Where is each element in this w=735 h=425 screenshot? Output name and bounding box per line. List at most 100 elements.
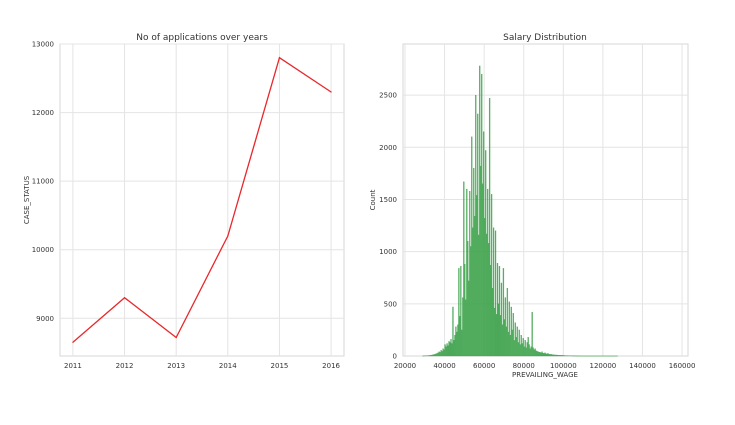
c1-ylabel: CASE_STATUS: [23, 175, 31, 224]
c2-bar-34: [456, 332, 457, 356]
c2-bar-35: [457, 325, 458, 356]
c2-bar-85: [507, 288, 508, 356]
c2-bar-16: [439, 352, 440, 356]
c2-bar-42: [464, 264, 465, 356]
c2-x-tick-40000: 40000: [433, 362, 455, 370]
c2-bar-17: [440, 352, 441, 356]
c2-bar-142: [563, 355, 564, 356]
c2-bar-120: [542, 352, 543, 356]
c2-bar-62: [484, 218, 485, 356]
c2-bar-30: [452, 307, 453, 356]
c2-bar-75: [497, 263, 498, 356]
c2-bar-76: [498, 304, 499, 356]
c2-x-tick-120000: 120000: [590, 362, 617, 370]
c2-bar-116: [538, 352, 539, 356]
c2-y-tick-500: 500: [384, 300, 397, 308]
c2-bar-129: [550, 354, 551, 356]
c2-bar-44: [466, 189, 467, 356]
c2-bar-39: [461, 330, 462, 356]
c2-xlabel: PREVAILING_WAGE: [512, 371, 578, 379]
c2-bar-130: [551, 355, 552, 356]
c2-bar-108: [530, 349, 531, 356]
c2-bar-60: [482, 184, 483, 356]
c1-x-tick-2013: 2013: [167, 362, 185, 370]
c2-bar-104: [526, 348, 527, 356]
c2-bar-92: [514, 340, 515, 356]
c2-bar-38: [460, 266, 461, 356]
c2-bar-36: [458, 268, 459, 356]
c2-bar-18: [441, 350, 442, 356]
c2-bar-84: [506, 327, 507, 356]
c2-bar-6: [429, 355, 430, 356]
c1-point-2015: [279, 57, 280, 58]
c2-y-tick-1500: 1500: [379, 196, 397, 204]
c2-bar-26: [449, 341, 450, 356]
c2-bar-49: [471, 137, 472, 356]
c2-bar-78: [500, 315, 501, 356]
c2-bar-140: [561, 355, 562, 356]
c2-bar-95: [517, 327, 518, 356]
c2-bar-77: [499, 266, 500, 356]
c2-bar-68: [490, 265, 491, 356]
c2-bar-56: [478, 235, 479, 356]
c2-bar-9: [432, 355, 433, 356]
c1-x-tick-2015: 2015: [271, 362, 289, 370]
c2-bar-136: [557, 355, 558, 356]
c1-point-2014: [227, 235, 228, 236]
c2-bar-58: [480, 166, 481, 356]
c2-x-tick-100000: 100000: [550, 362, 577, 370]
c1-x-tick-2014: 2014: [219, 362, 237, 370]
c2-bar-14: [437, 353, 438, 356]
c1-point-2012: [124, 297, 125, 298]
c2-bar-52: [474, 216, 475, 356]
c1-x-tick-2011: 2011: [64, 362, 82, 370]
c2-bar-127: [548, 354, 549, 356]
c2-bar-86: [508, 332, 509, 356]
c2-bar-67: [489, 98, 490, 356]
c1-x-tick-2016: 2016: [322, 362, 340, 370]
c2-bar-126: [547, 353, 548, 356]
c2-y-tick-2500: 2500: [379, 92, 397, 100]
c2-bar-8: [431, 355, 432, 356]
c2-bar-106: [528, 337, 529, 356]
c2-bar-128: [549, 354, 550, 356]
c2-bar-48: [470, 246, 471, 356]
c2-bar-103: [525, 340, 526, 356]
c2-bar-109: [531, 347, 532, 356]
c2-bar-114: [536, 351, 537, 356]
c2-bar-111: [533, 348, 534, 356]
c2-bar-123: [545, 353, 546, 356]
c2-bar-88: [510, 335, 511, 356]
c1-y-tick-13000: 13000: [32, 41, 54, 49]
c2-bar-65: [487, 189, 488, 356]
c1-point-2013: [176, 337, 177, 338]
c2-bar-24: [447, 343, 448, 356]
c2-bar-53: [475, 95, 476, 356]
c2-bar-135: [556, 355, 557, 356]
c2-bar-137: [558, 355, 559, 356]
c2-bar-61: [483, 132, 484, 356]
c2-bar-82: [504, 319, 505, 356]
c2-bar-10: [433, 355, 434, 356]
c2-bar-69: [491, 194, 492, 356]
c2-bar-41: [463, 182, 464, 356]
c1-y-tick-12000: 12000: [32, 109, 54, 117]
c1-point-2011: [72, 342, 73, 343]
c1-title: No of applications over years: [136, 33, 268, 43]
c2-bar-90: [512, 330, 513, 356]
c2-bar-29: [451, 343, 452, 356]
c2-bar-15: [438, 353, 439, 356]
c2-bar-122: [544, 353, 545, 356]
c2-bar-80: [502, 325, 503, 356]
c1-y-tick-9000: 9000: [36, 315, 54, 323]
c2-bar-121: [543, 353, 544, 356]
c2-bar-21: [444, 350, 445, 356]
c2-bar-57: [479, 66, 480, 356]
c2-bar-124: [546, 354, 547, 356]
c2-bar-91: [513, 313, 514, 356]
c2-bar-7: [430, 355, 431, 356]
c2-bar-94: [516, 337, 517, 356]
